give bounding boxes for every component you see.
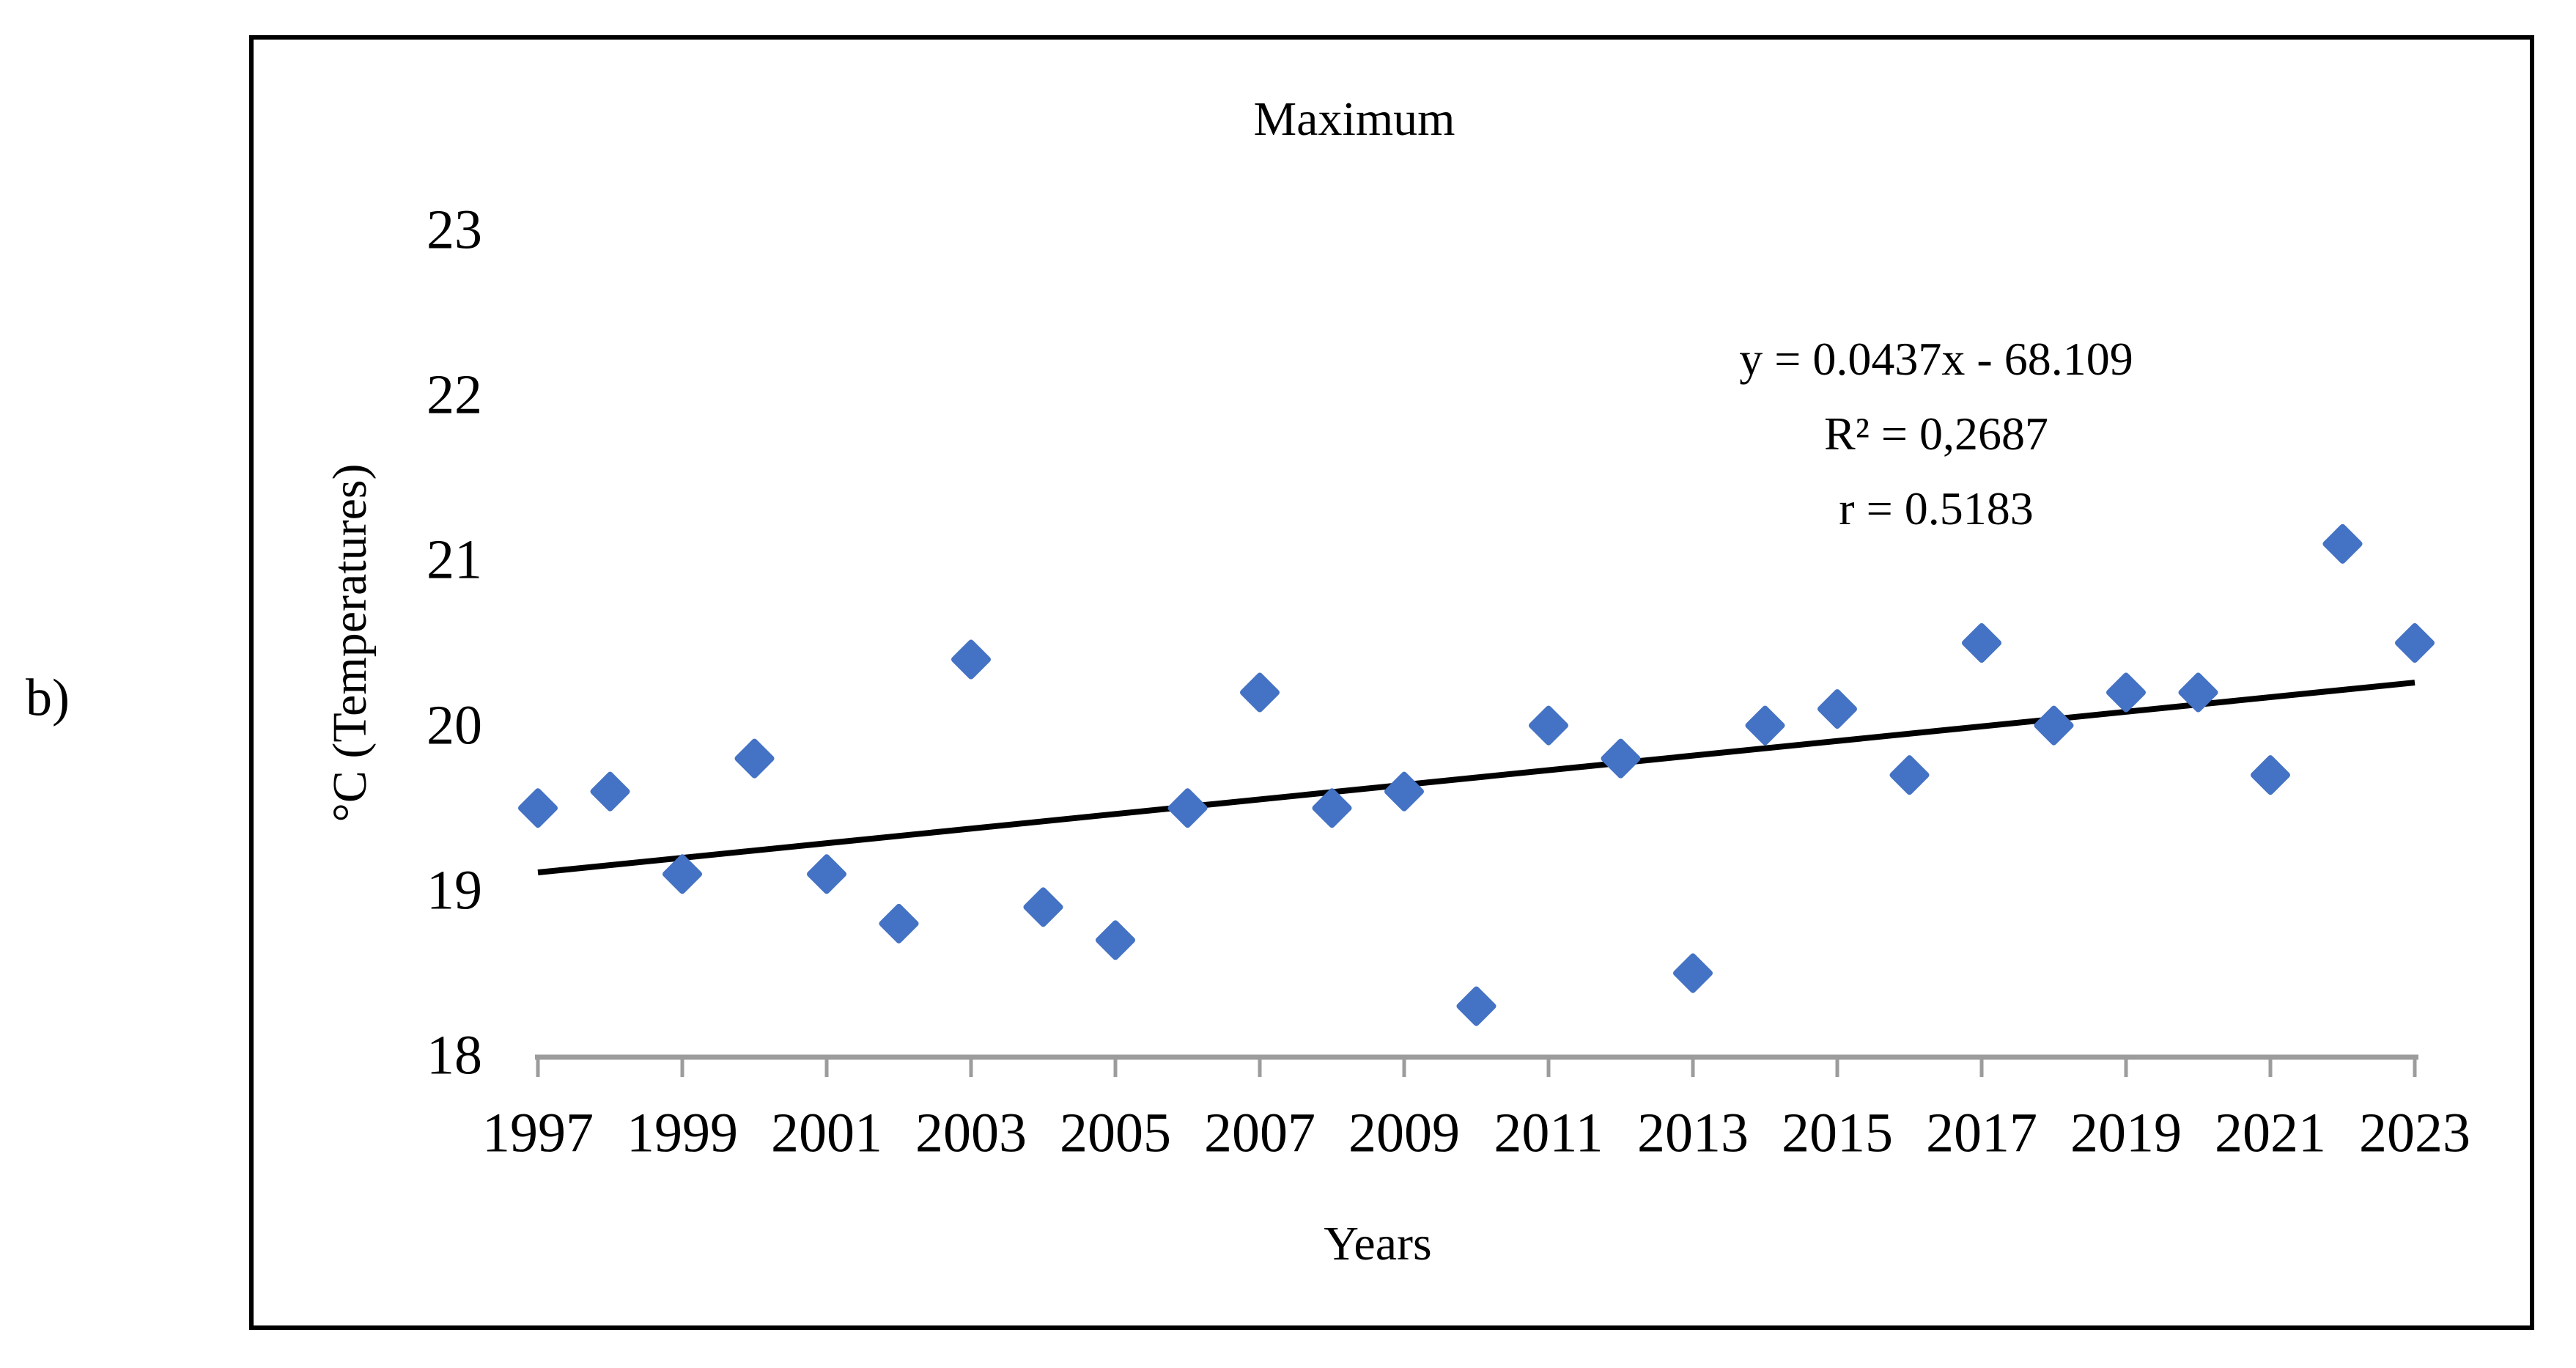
data-point-2002 <box>879 903 919 944</box>
data-point-2020 <box>2178 672 2218 713</box>
data-point-2005 <box>1096 920 1135 960</box>
data-point-2016 <box>1889 755 1930 795</box>
panel-label: b) <box>26 668 70 727</box>
data-point-2023 <box>2395 623 2435 663</box>
data-point-2009 <box>1384 771 1424 812</box>
chart-border <box>249 35 2534 1330</box>
data-point-2010 <box>1456 986 1496 1026</box>
x-axis-title: Years <box>1324 1217 1432 1270</box>
data-point-2015 <box>1817 689 1857 729</box>
data-point-2017 <box>1962 623 2001 663</box>
x-tick-label-2023: 2023 <box>2359 1102 2470 1164</box>
x-tick-label-2021: 2021 <box>2215 1102 2326 1164</box>
data-point-2012 <box>1601 738 1641 779</box>
data-point-2003 <box>951 639 991 680</box>
data-point-2022 <box>2322 523 2363 564</box>
data-point-2021 <box>2251 755 2290 795</box>
y-tick-label-19: 19 <box>427 859 482 922</box>
r-value: r = 0.5183 <box>1839 482 2034 534</box>
y-tick-label-20: 20 <box>427 694 482 757</box>
trendline-annotation-block: y = 0.0437x - 68.109 R² = 0,2687 r = 0.5… <box>1739 322 2133 546</box>
data-point-2001 <box>807 854 846 894</box>
x-tick-label-2009: 2009 <box>1348 1102 1460 1164</box>
y-tick-label-23: 23 <box>427 199 482 261</box>
x-tick-label-2005: 2005 <box>1060 1102 1171 1164</box>
data-point-2004 <box>1023 887 1063 927</box>
chart-title: Maximum <box>1253 92 1455 146</box>
y-tick-label-22: 22 <box>427 364 482 426</box>
x-tick-label-1997: 1997 <box>482 1102 594 1164</box>
data-point-2007 <box>1240 672 1280 713</box>
x-tick-label-2007: 2007 <box>1204 1102 1315 1164</box>
data-point-1998 <box>590 771 630 812</box>
data-point-2000 <box>734 738 775 779</box>
y-tick-label-18: 18 <box>427 1024 482 1086</box>
x-tick-label-2015: 2015 <box>1782 1102 1893 1164</box>
x-tick-label-2019: 2019 <box>2070 1102 2182 1164</box>
data-point-2014 <box>1745 705 1785 746</box>
x-tick-label-2011: 2011 <box>1494 1102 1603 1164</box>
x-tick-label-2013: 2013 <box>1637 1102 1749 1164</box>
trendline <box>537 680 2416 876</box>
data-point-2011 <box>1529 705 1568 746</box>
data-point-2008 <box>1312 788 1352 828</box>
x-tick-label-2003: 2003 <box>915 1102 1027 1164</box>
y-tick-label-21: 21 <box>427 529 482 591</box>
x-tick-label-1999: 1999 <box>627 1102 738 1164</box>
x-tick-label-2001: 2001 <box>771 1102 882 1164</box>
data-point-2019 <box>2106 672 2146 713</box>
data-point-2013 <box>1673 953 1713 993</box>
data-point-2018 <box>2034 705 2074 746</box>
data-point-1999 <box>663 854 702 894</box>
data-point-1997 <box>518 788 558 828</box>
trendline-equation: y = 0.0437x - 68.109 <box>1739 333 2133 385</box>
x-tick-label-2017: 2017 <box>1926 1102 2037 1164</box>
r-squared-value: R² = 0,2687 <box>1824 408 2048 460</box>
data-point-2006 <box>1167 788 1208 828</box>
